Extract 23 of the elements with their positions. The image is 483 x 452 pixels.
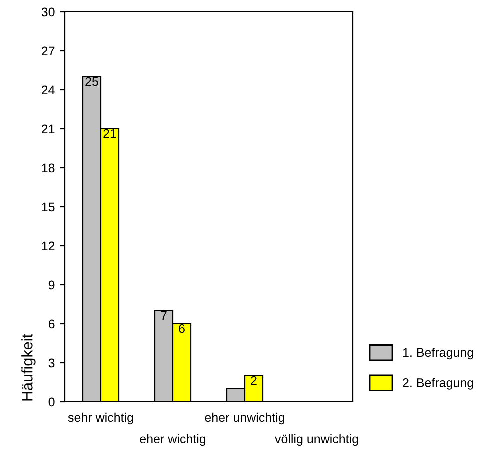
y-tick-label: 15	[42, 202, 55, 212]
y-tick-label: 12	[42, 242, 55, 251]
y-tick-label: 27	[42, 46, 55, 56]
y-tick-label: 24	[42, 86, 55, 95]
legend-label: 1. Befragung	[403, 348, 474, 360]
y-tick-label: 30	[42, 8, 55, 17]
data-label: 21	[104, 129, 116, 138]
y-tick-label: 6	[48, 320, 55, 329]
x-tick-label: sehr wichtig	[68, 412, 134, 425]
y-tick-label: 18	[42, 164, 55, 173]
y-axis-title: Häufigkeit	[22, 334, 36, 401]
y-tick-label: 3	[48, 358, 55, 368]
y-tick-label: 9	[48, 280, 55, 290]
data-label: 6	[179, 324, 185, 334]
data-label: 2	[251, 376, 257, 386]
x-tick-label: eher wichtig	[140, 434, 206, 446]
y-tick-label: 21	[42, 124, 55, 134]
data-label: 25	[86, 77, 98, 86]
y-tick-label: 0	[48, 398, 55, 407]
x-tick-label: eher unwichtig	[205, 412, 284, 425]
data-label: 7	[161, 311, 167, 320]
legend-label: 2. Befragung	[403, 378, 474, 390]
x-tick-label: völlig unwichtig	[275, 434, 358, 446]
